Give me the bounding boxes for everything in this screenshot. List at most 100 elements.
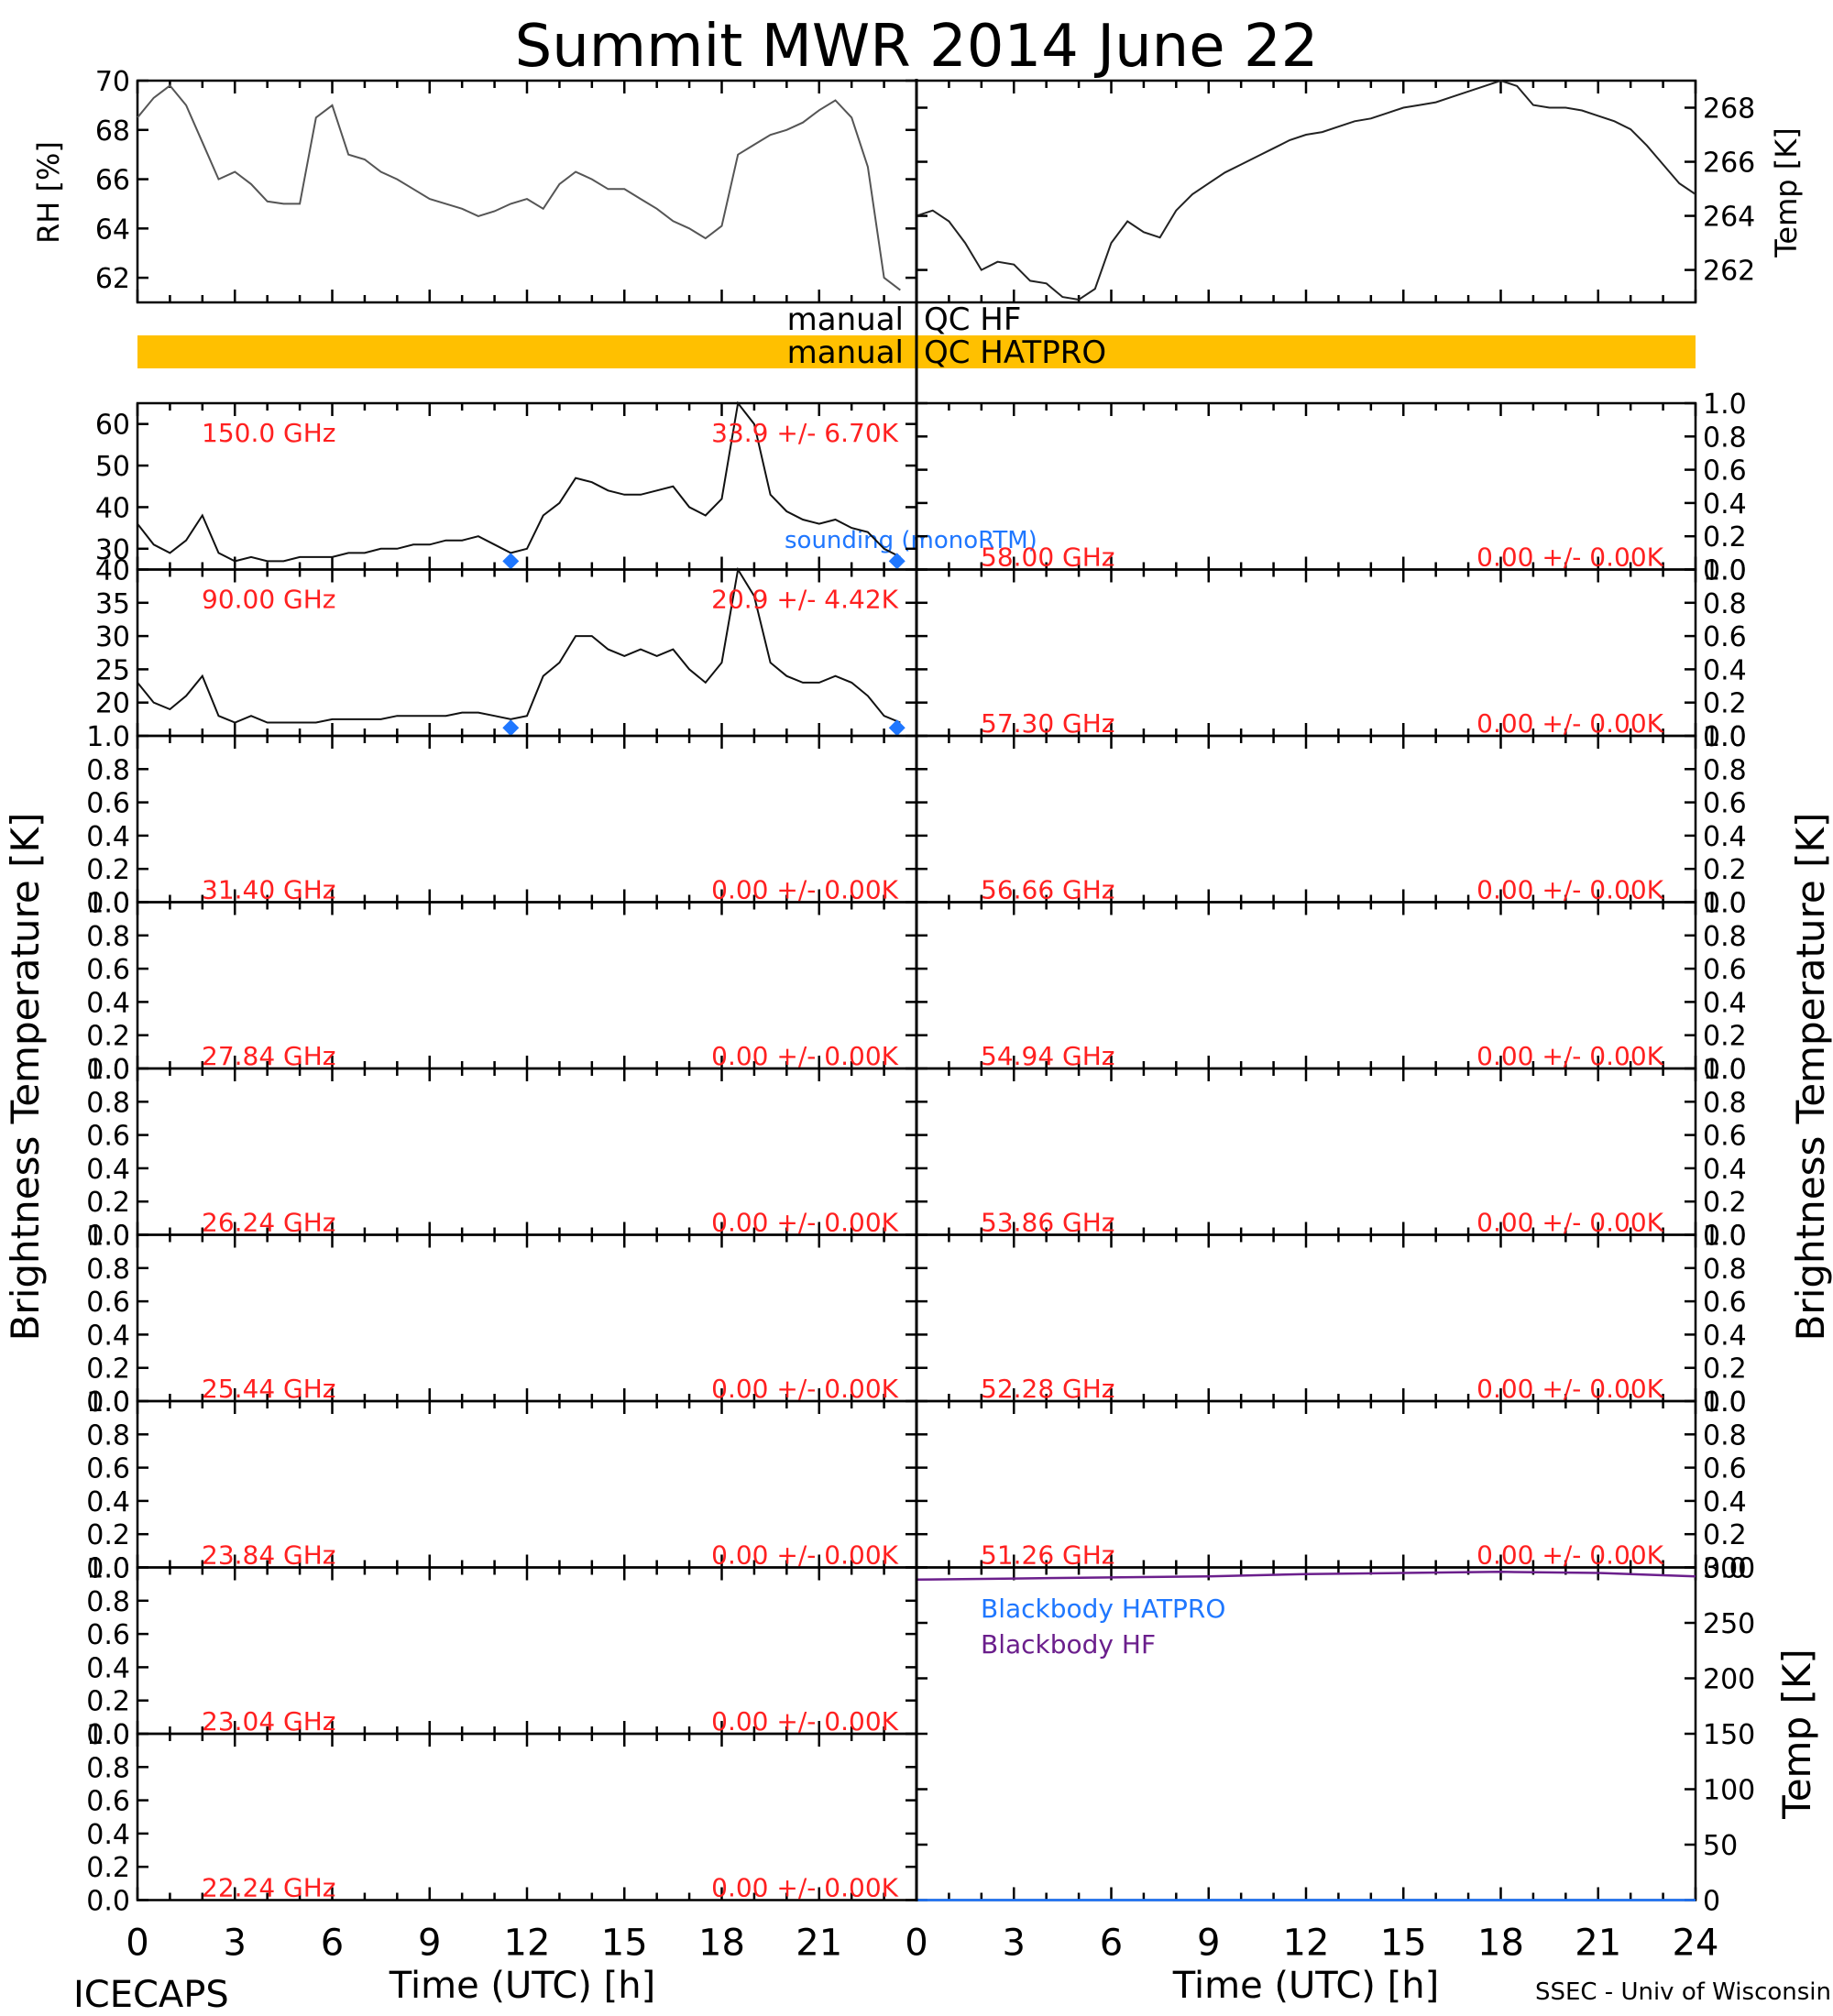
- x-tick-label-left: 21: [796, 1923, 842, 1965]
- rh-panel-ytick-label: 66: [95, 165, 130, 197]
- tb90-panel-ytick-label: 35: [95, 588, 130, 620]
- tb5800-panel-ytick-label: 0.4: [1703, 488, 1747, 520]
- temp-panel-ytick-label: 268: [1703, 93, 1755, 126]
- tb5228-panel-ytick-label: 0.6: [1703, 1287, 1747, 1319]
- tb5666-panel-ytick-label: 0.4: [1703, 821, 1747, 853]
- tb5386-panel-ytick-label: 0.2: [1703, 1187, 1747, 1219]
- tb2784-panel-ytick-label: 0.2: [86, 1021, 130, 1053]
- tb5800-freq-label: 58.00 GHz: [981, 542, 1115, 573]
- tb5228-freq-label: 52.28 GHz: [981, 1374, 1115, 1404]
- tb2224-panel-ytick-label: 0.2: [86, 1852, 130, 1884]
- x-tick-label-left: 12: [504, 1923, 551, 1965]
- tb5126-panel-ytick-label: 0.2: [1703, 1519, 1747, 1551]
- tb2224-freq-label: 22.24 GHz: [202, 1873, 336, 1903]
- tb5800-panel-ytick-label: 0.2: [1703, 521, 1747, 553]
- tb3140-panel-ytick-label: 0.0: [86, 888, 130, 920]
- right-axis-title: Brightness Temperature [K]: [1788, 813, 1833, 1342]
- tb5126-stats-label: 0.00 +/- 0.00K: [1476, 1540, 1663, 1571]
- tb2384-panel-ytick-label: 0.6: [86, 1453, 130, 1485]
- tb5228-panel-ytick-label: 0.0: [1703, 1386, 1747, 1419]
- temp-panel-ytick-label: 264: [1703, 202, 1755, 234]
- rh-panel-ytick-label: 68: [95, 115, 130, 148]
- tb2784-panel-ytick-label: 0.4: [86, 987, 130, 1019]
- temp-ylabel: Temp [K]: [1769, 127, 1804, 257]
- tb2544-freq-label: 25.44 GHz: [202, 1374, 336, 1404]
- tb90-sounding-point: [888, 719, 906, 737]
- tb5730-stats-label: 0.00 +/- 0.00K: [1476, 708, 1663, 739]
- tb5666-panel-ytick-label: 0.0: [1703, 888, 1747, 920]
- tb2544-panel-ytick-label: 0.8: [86, 1254, 130, 1286]
- tb5228-panel-ytick-label: 0.2: [1703, 1353, 1747, 1386]
- temp-panel-ytick-label: 266: [1703, 148, 1755, 180]
- tb5228-panel-ytick-label: 1.0: [1703, 1221, 1747, 1253]
- tb5800-panel-ytick-label: 0.0: [1703, 555, 1747, 587]
- x-tick-label-right: 0: [905, 1923, 927, 1965]
- tb150-freq-label: 150.0 GHz: [202, 418, 336, 448]
- tb5800-stats-label: 0.00 +/- 0.00K: [1476, 542, 1663, 573]
- tb90-freq-label: 90.00 GHz: [202, 585, 336, 615]
- tb5494-panel-ytick-label: 0.0: [1703, 1054, 1747, 1086]
- tb90-panel-ytick-label: 30: [95, 621, 130, 653]
- tb150-sounding-point: [888, 553, 906, 570]
- qc-hf-left-label: manual: [787, 301, 904, 338]
- tb150-panel-ytick-label: 50: [95, 451, 130, 483]
- left-axis-title: Brightness Temperature [K]: [3, 813, 48, 1342]
- tb2544-panel-ytick-label: 0.6: [86, 1287, 130, 1319]
- tb5730-panel-ytick-label: 0.0: [1703, 721, 1747, 753]
- bb-hf-legend: Blackbody HF: [981, 1629, 1156, 1660]
- tb5386-freq-label: 53.86 GHz: [981, 1208, 1115, 1238]
- x-tick-label-left: 9: [418, 1923, 441, 1965]
- tb5386-panel-ytick-label: 0.8: [1703, 1087, 1747, 1119]
- footer-right: SSEC - Univ of Wisconsin: [1535, 1978, 1831, 2006]
- blackbody-panel-ytick-label: 250: [1703, 1608, 1755, 1640]
- tb2304-panel-ytick-label: 0.6: [86, 1619, 130, 1651]
- tb2624-panel-ytick-label: 0.4: [86, 1154, 130, 1186]
- tb5126-panel-ytick-label: 1.0: [1703, 1386, 1747, 1419]
- x-tick-label-left: 6: [321, 1923, 344, 1965]
- tb5386-stats-label: 0.00 +/- 0.00K: [1476, 1208, 1663, 1238]
- x-tick-label-right: 9: [1197, 1923, 1220, 1965]
- tb2784-panel-ytick-label: 0.0: [86, 1054, 130, 1086]
- tb90-panel-ytick-label: 25: [95, 654, 130, 686]
- qc-hatpro-right-label: QC HATPRO: [924, 334, 1106, 371]
- tb5494-panel-ytick-label: 0.2: [1703, 1021, 1747, 1053]
- tb5666-freq-label: 56.66 GHz: [981, 875, 1115, 905]
- qc-hatpro-left-label: manual: [787, 334, 904, 371]
- tb5800-panel-ytick-label: 0.6: [1703, 455, 1747, 488]
- tb5800-panel-ytick-label: 1.0: [1703, 389, 1747, 421]
- x-tick-label-right: 24: [1673, 1923, 1719, 1965]
- tb5730-panel-ytick-label: 1.0: [1703, 555, 1747, 587]
- rh-panel-frame: [136, 79, 918, 304]
- tb2624-panel-ytick-label: 0.6: [86, 1121, 130, 1153]
- tb5494-panel-ytick-label: 1.0: [1703, 888, 1747, 920]
- footer-xlabel-right: Time (UTC) [h]: [1172, 1965, 1439, 2007]
- tb5730-freq-label: 57.30 GHz: [981, 708, 1115, 739]
- x-tick-label-right: 6: [1100, 1923, 1123, 1965]
- rh-panel-ytick-label: 64: [95, 214, 130, 246]
- tb150-panel-ytick-label: 60: [95, 410, 130, 442]
- tb3140-panel-ytick-label: 1.0: [86, 721, 130, 753]
- tb5494-panel-ytick-label: 0.8: [1703, 921, 1747, 953]
- tb2624-stats-label: 0.00 +/- 0.00K: [711, 1208, 898, 1238]
- tb5126-panel-ytick-label: 0.6: [1703, 1453, 1747, 1485]
- tb2624-panel-ytick-label: 0.2: [86, 1187, 130, 1219]
- x-tick-label-left: 0: [126, 1923, 148, 1965]
- tb2784-freq-label: 27.84 GHz: [202, 1041, 336, 1071]
- figure-title: Summit MWR 2014 June 22: [515, 13, 1319, 81]
- tb5494-panel-ytick-label: 0.6: [1703, 954, 1747, 986]
- tb3140-stats-label: 0.00 +/- 0.00K: [711, 875, 898, 905]
- tb90-sounding-point: [502, 719, 520, 737]
- tb150-series-line: [137, 400, 901, 563]
- blackbody-panel-ytick-label: 50: [1703, 1830, 1738, 1862]
- tb5494-stats-label: 0.00 +/- 0.00K: [1476, 1041, 1663, 1071]
- x-tick-label-left: 18: [698, 1923, 745, 1965]
- tb2624-panel-ytick-label: 0.0: [86, 1221, 130, 1253]
- x-tick-label-right: 3: [1003, 1923, 1026, 1965]
- tb2304-freq-label: 23.04 GHz: [202, 1706, 336, 1737]
- tb2544-panel-ytick-label: 0.4: [86, 1320, 130, 1352]
- tb5126-panel-ytick-label: 0.8: [1703, 1419, 1747, 1452]
- tb2544-panel-ytick-label: 1.0: [86, 1221, 130, 1253]
- tb3140-panel-ytick-label: 0.8: [86, 754, 130, 786]
- tb5666-stats-label: 0.00 +/- 0.00K: [1476, 875, 1663, 905]
- tb2544-panel-ytick-label: 0.0: [86, 1386, 130, 1419]
